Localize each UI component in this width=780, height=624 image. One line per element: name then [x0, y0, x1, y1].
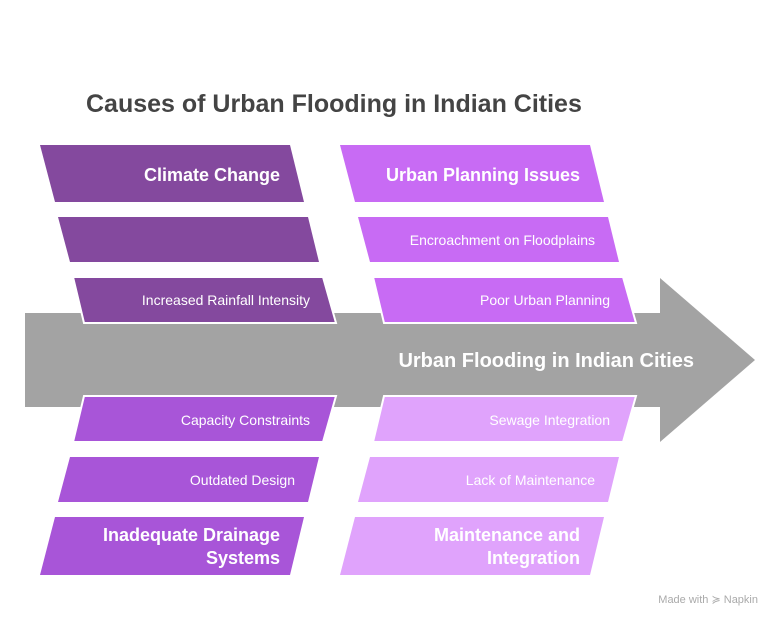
category-label: Climate Change	[144, 165, 280, 185]
cause-label: Poor Urban Planning	[480, 292, 610, 308]
cause-label: Outdated Design	[190, 472, 295, 488]
diagram-title: Causes of Urban Flooding in Indian Citie…	[86, 90, 582, 118]
cause-label: Capacity Constraints	[181, 412, 310, 428]
cause-label: Sewage Integration	[489, 412, 610, 428]
cause-label: Encroachment on Floodplains	[410, 232, 595, 248]
category-climate-change: Climate Change Increased Rainfall Intens…	[40, 145, 338, 324]
category-drainage: Capacity Constraints Outdated Design Ina…	[40, 395, 338, 575]
napkin-watermark: Made with ≽ Napkin	[658, 594, 758, 606]
cause-label: Increased Rainfall Intensity	[142, 292, 310, 308]
cause-box-empty	[58, 217, 319, 262]
category-label: Systems	[206, 548, 280, 568]
category-maintenance: Sewage Integration Lack of Maintenance M…	[340, 395, 638, 575]
cause-label: Lack of Maintenance	[466, 472, 595, 488]
spine-arrow	[25, 278, 755, 442]
category-urban-planning: Urban Planning Issues Encroachment on Fl…	[340, 145, 638, 324]
category-label: Urban Planning Issues	[386, 165, 580, 185]
category-label: Integration	[487, 548, 580, 568]
category-label: Maintenance and	[434, 525, 580, 545]
spine-label: Urban Flooding in Indian Cities	[398, 350, 694, 372]
category-label: Inadequate Drainage	[103, 525, 280, 545]
